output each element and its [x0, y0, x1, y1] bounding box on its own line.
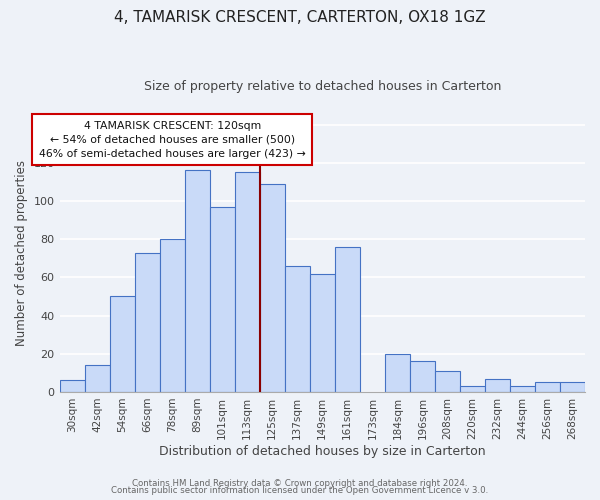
- Bar: [185, 170, 209, 392]
- Text: Contains public sector information licensed under the Open Government Licence v : Contains public sector information licen…: [112, 486, 488, 495]
- Bar: [134, 252, 160, 392]
- Bar: [510, 386, 535, 392]
- Bar: [260, 184, 285, 392]
- Y-axis label: Number of detached properties: Number of detached properties: [15, 160, 28, 346]
- Title: Size of property relative to detached houses in Carterton: Size of property relative to detached ho…: [143, 80, 501, 93]
- Bar: [59, 380, 85, 392]
- Text: Contains HM Land Registry data © Crown copyright and database right 2024.: Contains HM Land Registry data © Crown c…: [132, 478, 468, 488]
- Bar: [160, 239, 185, 392]
- Bar: [335, 247, 360, 392]
- Bar: [485, 378, 510, 392]
- Bar: [460, 386, 485, 392]
- Bar: [110, 296, 134, 392]
- Bar: [310, 274, 335, 392]
- Bar: [209, 206, 235, 392]
- Text: 4 TAMARISK CRESCENT: 120sqm
← 54% of detached houses are smaller (500)
46% of se: 4 TAMARISK CRESCENT: 120sqm ← 54% of det…: [39, 120, 305, 158]
- Bar: [385, 354, 410, 392]
- Bar: [285, 266, 310, 392]
- Bar: [435, 371, 460, 392]
- X-axis label: Distribution of detached houses by size in Carterton: Distribution of detached houses by size …: [159, 444, 485, 458]
- Bar: [235, 172, 260, 392]
- Bar: [560, 382, 585, 392]
- Bar: [85, 365, 110, 392]
- Bar: [410, 362, 435, 392]
- Text: 4, TAMARISK CRESCENT, CARTERTON, OX18 1GZ: 4, TAMARISK CRESCENT, CARTERTON, OX18 1G…: [114, 10, 486, 25]
- Bar: [535, 382, 560, 392]
